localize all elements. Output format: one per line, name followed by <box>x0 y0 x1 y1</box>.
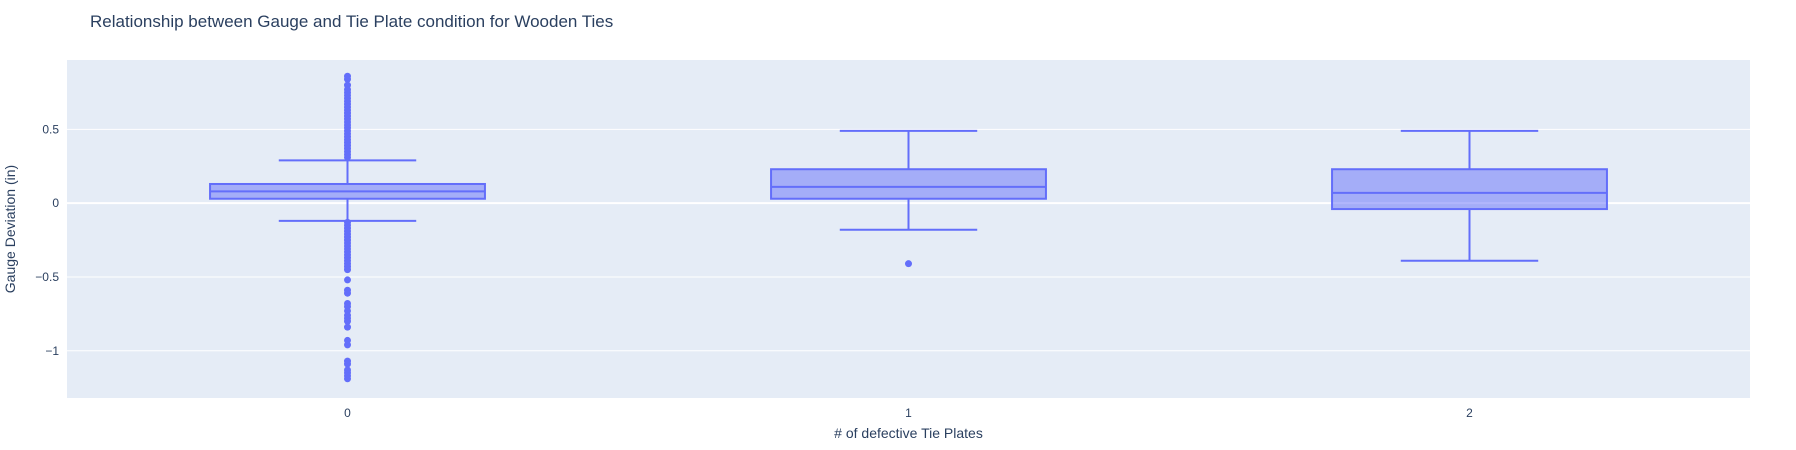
y-axis-title: Gauge Deviation (in) <box>2 165 18 293</box>
box-0 <box>209 72 486 383</box>
outlier-point <box>344 75 351 83</box>
outlier-point <box>344 289 351 297</box>
y-axis-tick-labels: 0.5 0 −0.5 −1 <box>35 122 59 357</box>
outlier-point <box>344 341 351 349</box>
outlier-point <box>344 360 351 368</box>
outlier-point <box>344 276 351 284</box>
box-1 <box>770 129 1047 268</box>
iqr-box <box>770 168 1047 200</box>
x-tick-label: 0 <box>344 406 351 420</box>
y-tick-label: 0 <box>52 196 59 210</box>
y-tick-label: −1 <box>45 344 59 358</box>
outlier-point <box>344 317 351 325</box>
chart-title: Relationship between Gauge and Tie Plate… <box>90 12 614 31</box>
iqr-box <box>1331 168 1608 211</box>
outlier-point <box>344 375 351 383</box>
x-tick-label: 1 <box>905 406 912 420</box>
outlier-point <box>344 266 351 274</box>
box-series <box>209 72 1608 383</box>
y-tick-label: 0.5 <box>42 122 59 136</box>
x-axis-tick-labels: 0 1 2 <box>344 406 1473 420</box>
x-axis-title: # of defective Tie Plates <box>834 425 983 441</box>
box-2 <box>1331 129 1608 262</box>
outlier-point <box>344 153 351 161</box>
y-tick-label: −0.5 <box>35 270 59 284</box>
x-tick-label: 2 <box>1466 406 1473 420</box>
outlier-point <box>344 323 351 331</box>
outlier-point <box>905 260 912 268</box>
